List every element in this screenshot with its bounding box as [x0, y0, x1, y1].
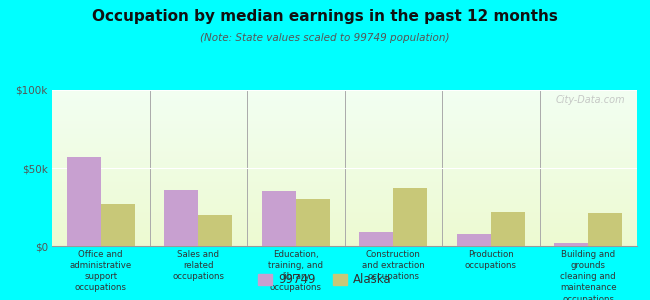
Text: Occupation by median earnings in the past 12 months: Occupation by median earnings in the pas…: [92, 9, 558, 24]
Bar: [359, 232, 393, 246]
Bar: [554, 243, 588, 246]
Bar: [164, 190, 198, 246]
Bar: [66, 157, 101, 246]
Bar: [198, 215, 233, 246]
Legend: 99749, Alaska: 99749, Alaska: [254, 269, 396, 291]
Bar: [588, 213, 623, 246]
Bar: [101, 204, 135, 246]
Bar: [491, 212, 525, 246]
Bar: [261, 191, 296, 246]
Text: City-Data.com: City-Data.com: [556, 95, 625, 105]
Text: (Note: State values scaled to 99749 population): (Note: State values scaled to 99749 popu…: [200, 33, 450, 43]
Bar: [296, 199, 330, 246]
Bar: [457, 233, 491, 246]
Bar: [393, 188, 428, 246]
